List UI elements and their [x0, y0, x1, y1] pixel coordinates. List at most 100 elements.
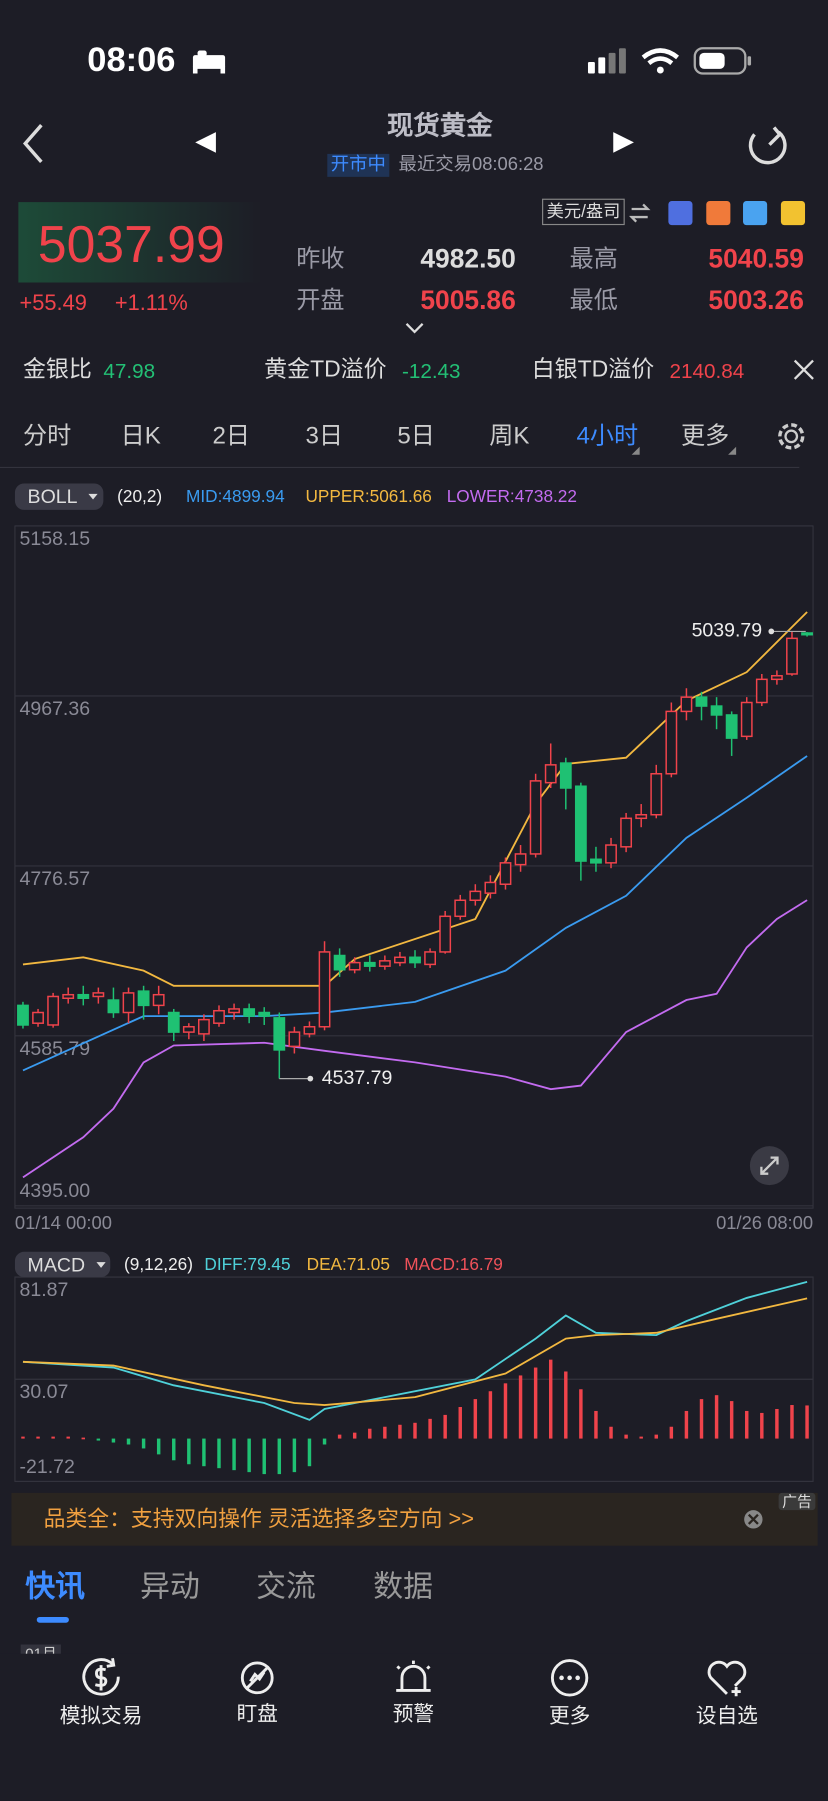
max-label: 5039.79 [692, 620, 763, 642]
candle-body [650, 773, 663, 816]
ad-tag: 广告 [778, 1492, 816, 1511]
refresh-button[interactable] [748, 126, 787, 165]
indicator-name: MACD [27, 1254, 86, 1276]
indicator-name: BOLL [27, 485, 78, 508]
legend-item: LOWER:4738.22 [446, 486, 577, 507]
settings-button[interactable] [775, 420, 807, 452]
macd-bar [699, 1399, 704, 1439]
macd-bar [307, 1438, 312, 1467]
period-tab[interactable]: 周K [489, 422, 530, 450]
candle-body [725, 714, 738, 739]
field-value: 4982.50 [420, 243, 516, 274]
fullscreen-button[interactable] [749, 1145, 790, 1186]
indicator-line [22, 1297, 808, 1406]
period-tab[interactable]: 日K [120, 422, 161, 450]
macd-bar [579, 1389, 583, 1439]
tool-icons [629, 200, 806, 226]
candle-body [409, 956, 421, 964]
period-tab[interactable]: 3日 [305, 422, 344, 450]
macd-bar [729, 1401, 734, 1439]
candle-body [514, 853, 527, 866]
candle-body [318, 951, 331, 1028]
nav-label[interactable]: 更多 [548, 1704, 591, 1728]
ad-banner[interactable] [11, 1492, 818, 1546]
indicator-select[interactable] [14, 1251, 111, 1278]
period-tab-active[interactable]: 4小时 [576, 422, 639, 450]
ad-close[interactable] [743, 1509, 764, 1530]
field-value: 5003.26 [708, 284, 804, 315]
macd-bar [66, 1436, 70, 1439]
nav-label[interactable]: 模拟交易 [59, 1704, 143, 1728]
candle-body [273, 1017, 286, 1051]
candle-body [740, 701, 753, 738]
news-tab[interactable]: 数据 [373, 1568, 433, 1604]
period-tab[interactable]: 2日 [212, 422, 250, 450]
y-tick-label: 81.87 [20, 1279, 69, 1301]
macd-bar [172, 1438, 176, 1461]
expand-chevron[interactable] [404, 322, 425, 336]
field-value: 5005.86 [420, 284, 516, 315]
market-status: 开市中 [327, 153, 390, 177]
y-tick-label: 4395.00 [20, 1180, 91, 1202]
prev-button[interactable] [195, 132, 216, 153]
candle-body [378, 960, 391, 967]
change: +55.49 [19, 291, 87, 316]
macd-bar [760, 1412, 764, 1439]
macd-bar [443, 1414, 447, 1439]
macd-bar [714, 1395, 719, 1439]
indicator-params: (20,2) [117, 486, 163, 507]
candle-body [439, 915, 452, 953]
macd-bar [352, 1432, 357, 1439]
macd-bar [156, 1438, 161, 1455]
period-tab[interactable]: 分时 [22, 422, 72, 450]
macd-bar [202, 1438, 206, 1467]
close-ratios[interactable] [792, 358, 815, 381]
macd-bar [473, 1399, 478, 1439]
back-button[interactable] [22, 124, 43, 164]
ratio-value: -12.43 [401, 359, 461, 383]
min-label: 4537.79 [322, 1067, 393, 1089]
candle-body [167, 1011, 180, 1033]
nav-label[interactable]: 盯盘 [236, 1701, 278, 1725]
macd-bar [428, 1418, 432, 1439]
next-button[interactable] [613, 132, 634, 153]
ratio-value: 2140.84 [669, 359, 745, 383]
indicator-line [22, 1280, 808, 1421]
legend-item: UPPER:5061.66 [305, 486, 432, 507]
bottom-nav [0, 1653, 828, 1801]
period-tab[interactable]: 5日 [397, 422, 435, 450]
nav-icons [82, 1658, 747, 1697]
candle-body [243, 1008, 256, 1017]
macd-bar [775, 1408, 779, 1439]
status-time: 08:06 [87, 41, 176, 80]
macd-bar [503, 1383, 508, 1439]
nav-label[interactable]: 预警 [392, 1701, 435, 1725]
candle-body [363, 961, 376, 967]
legend-item: DEA:71.05 [306, 1255, 390, 1275]
y-tick-label: 5158.15 [20, 528, 91, 550]
news-tab-active[interactable]: 快讯 [25, 1568, 85, 1604]
candle-body [394, 956, 406, 964]
news-tab[interactable]: 异动 [140, 1568, 200, 1604]
macd-bar [548, 1359, 553, 1439]
macd-bar [654, 1434, 658, 1439]
period-tab[interactable]: 更多 [681, 422, 730, 450]
candle-body [107, 999, 120, 1014]
macd-bar [232, 1438, 236, 1471]
nav-label[interactable]: 设自选 [695, 1704, 758, 1728]
macd-bar [745, 1410, 749, 1439]
macd-bar [247, 1438, 251, 1473]
indicator-select[interactable] [14, 483, 104, 510]
indicator-line [22, 899, 808, 1179]
candle-body [32, 1011, 44, 1024]
macd-bar [51, 1436, 55, 1439]
macd-bar [533, 1367, 538, 1439]
candle-body [258, 1011, 271, 1017]
x-tick-label: 01/26 08:00 [716, 1212, 813, 1233]
unit[interactable]: 美元/盎司 [542, 198, 625, 226]
macd-bar [292, 1438, 297, 1473]
candle-body [665, 710, 678, 775]
candle-body [182, 1026, 195, 1033]
news-tab[interactable]: 交流 [256, 1568, 316, 1604]
macd-bar [126, 1438, 131, 1445]
